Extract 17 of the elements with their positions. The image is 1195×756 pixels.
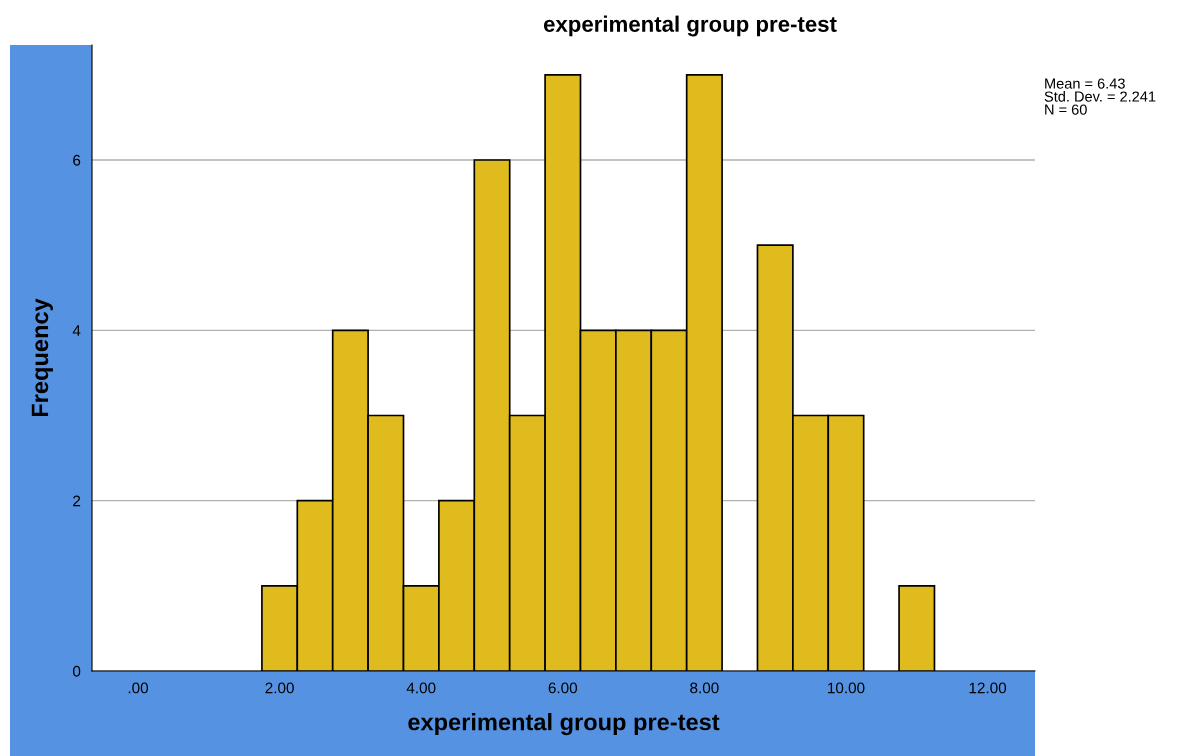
x-tick-label: 8.00 bbox=[690, 682, 719, 694]
x-tick-label: 2.00 bbox=[265, 682, 294, 694]
chart-title: experimental group pre-test bbox=[543, 15, 837, 37]
text: Std. Dev. = 2.241 bbox=[1044, 91, 1156, 102]
y-tick-label: 6 bbox=[73, 154, 81, 166]
x-tick-label: .00 bbox=[128, 682, 149, 694]
y-axis-title: Frequency bbox=[31, 298, 53, 417]
x-tick-label: 4.00 bbox=[406, 682, 436, 694]
y-tick-label: 0 bbox=[72, 665, 81, 677]
y-tick-label: 2 bbox=[73, 495, 81, 507]
text: Mean = 6.43 bbox=[1045, 78, 1125, 89]
x-tick-label: 10.00 bbox=[828, 682, 865, 694]
y-tick-label: 4 bbox=[72, 325, 81, 336]
x-tick-label: 6.00 bbox=[548, 682, 578, 694]
x-axis-title: experimental group pre-test bbox=[408, 713, 720, 736]
x-tick-label: 12.00 bbox=[969, 682, 1007, 694]
text: N = 60 bbox=[1045, 104, 1087, 115]
